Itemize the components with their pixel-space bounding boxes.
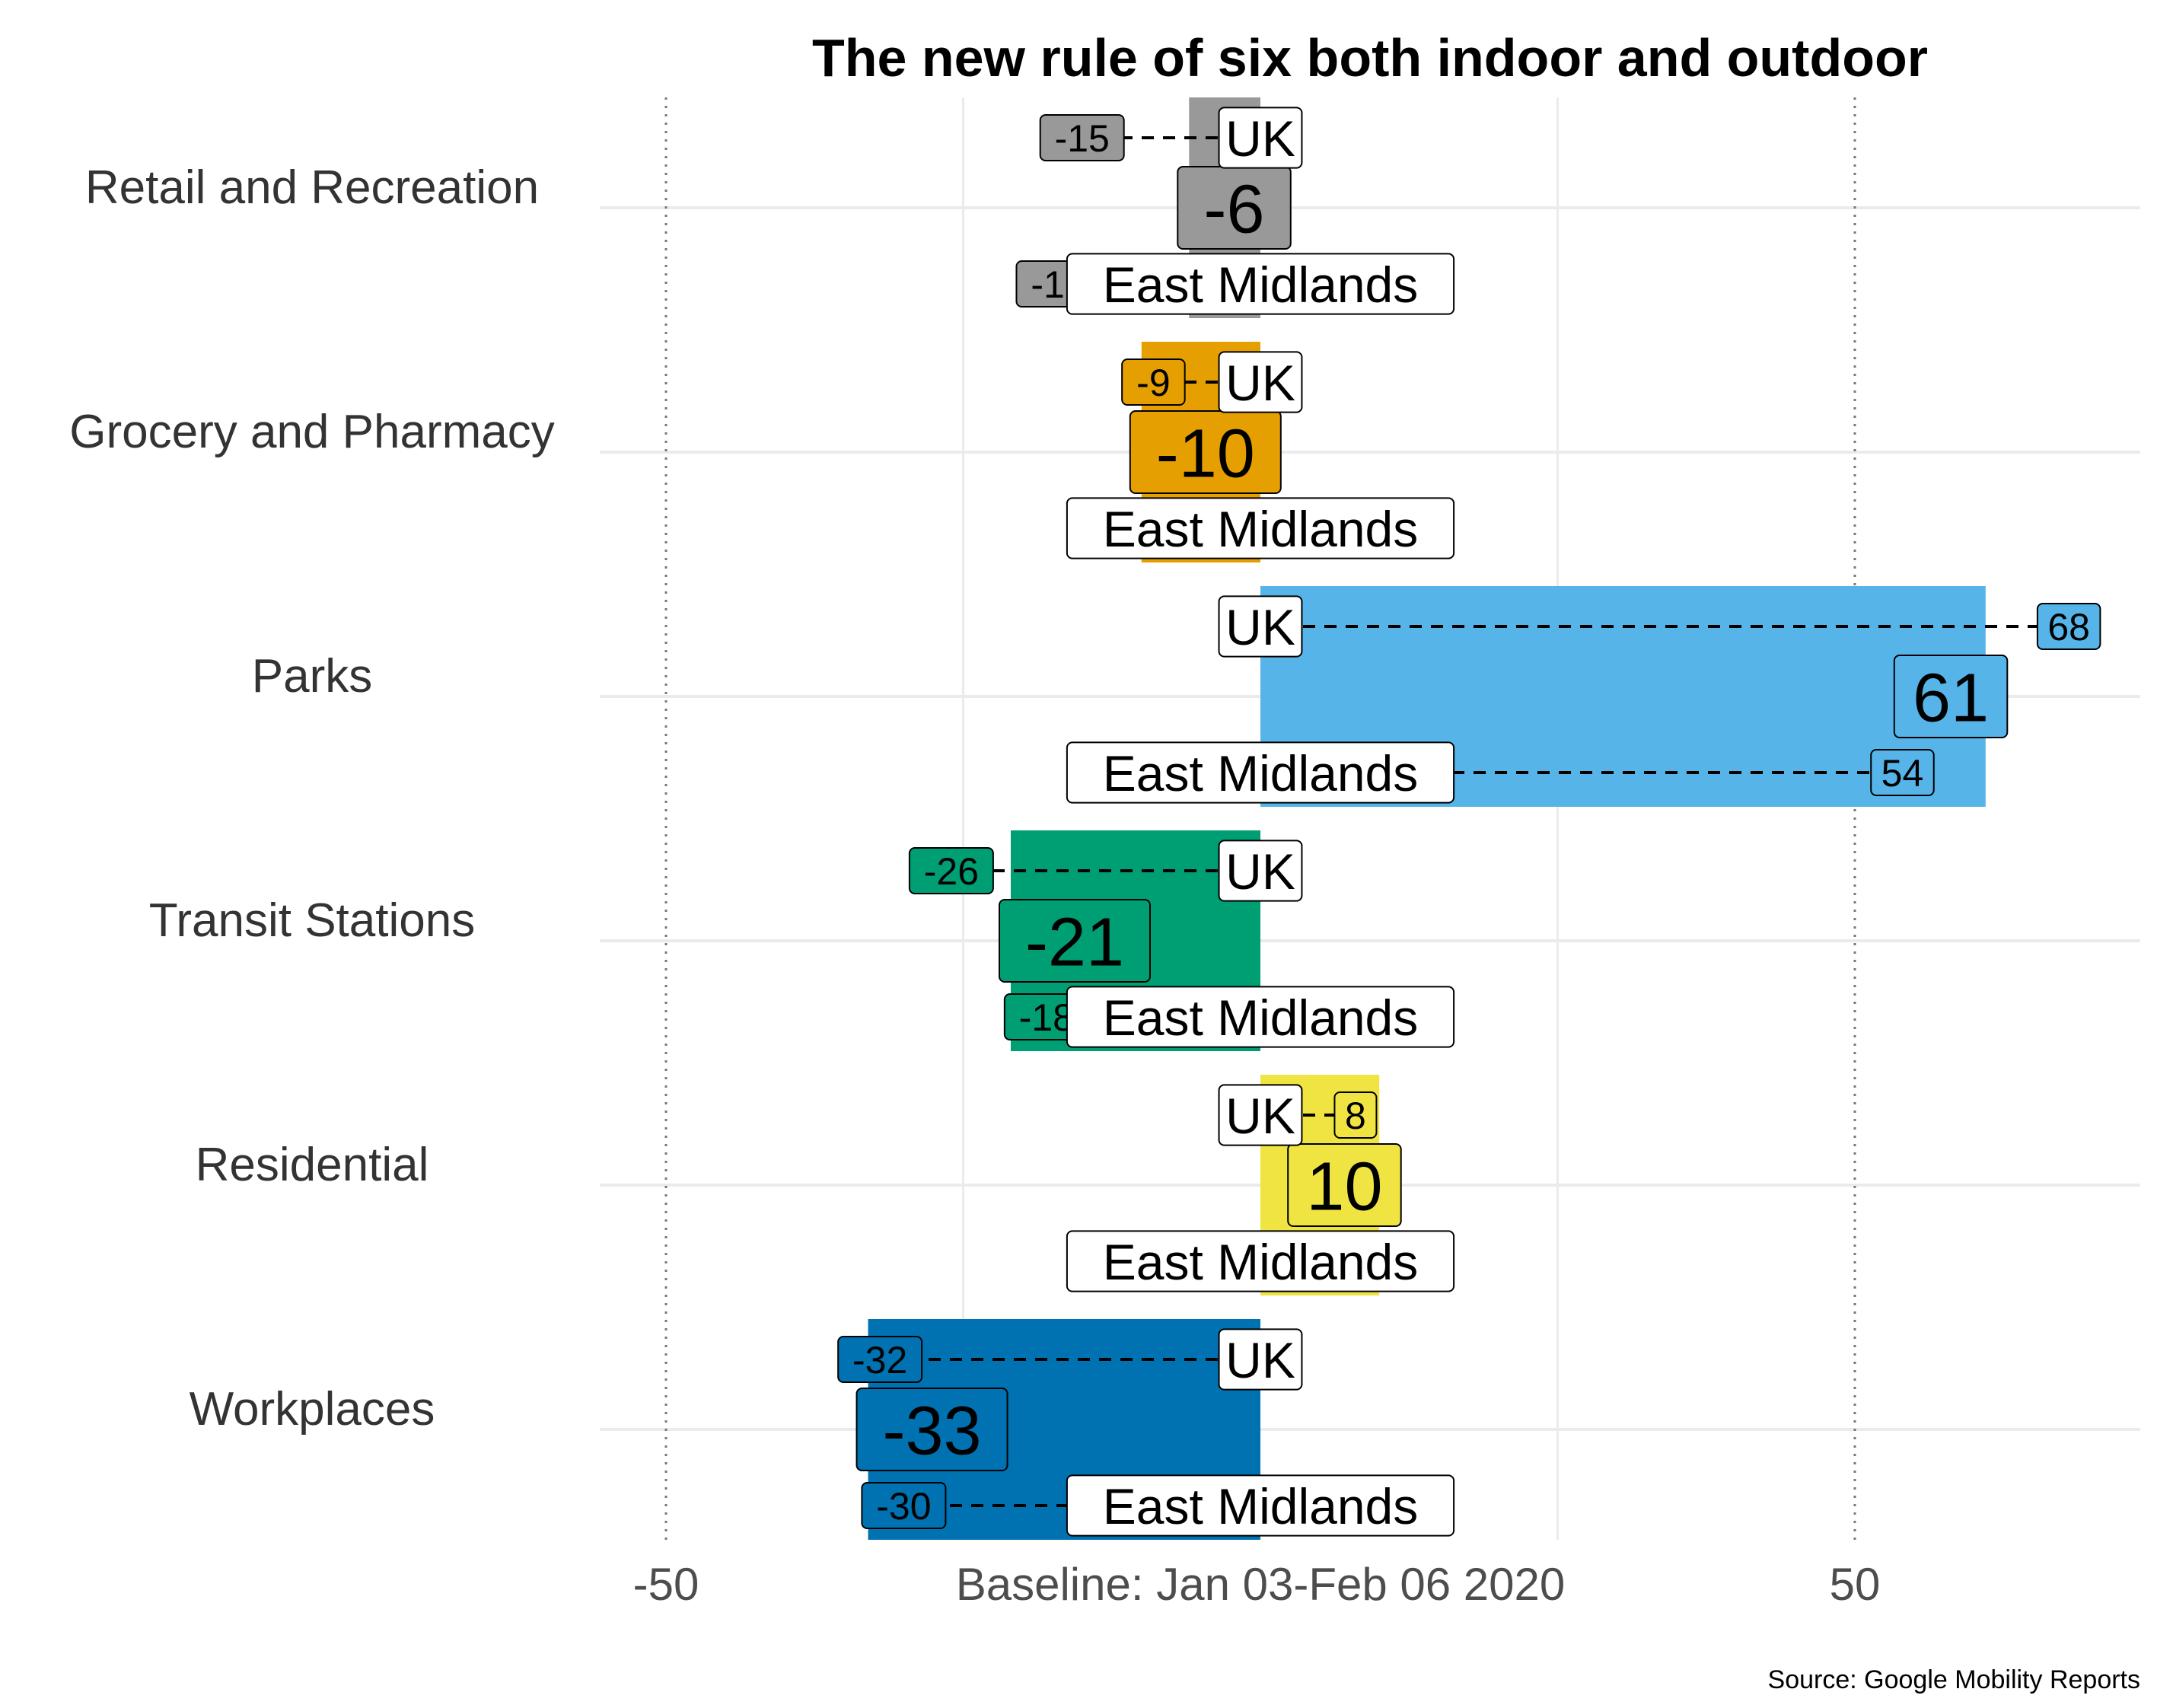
value-label-box: [1129, 410, 1282, 494]
value-label-text: -21: [1025, 904, 1124, 980]
region-name-label: East Midlands: [1066, 986, 1455, 1048]
uk-value-label: -9: [1121, 358, 1186, 406]
uk-value-label-box: [1039, 114, 1125, 161]
category-label: Grocery and Pharmacy: [69, 406, 554, 458]
uk-name-label-text: UK: [1225, 1088, 1295, 1144]
uk-value-label-box: [908, 847, 994, 894]
value-label: -6: [1177, 166, 1292, 250]
uk-name-label-text: UK: [1225, 599, 1295, 655]
uk-name-label: UK: [1218, 351, 1303, 413]
value-label-text: -33: [883, 1393, 982, 1469]
value-label: 10: [1287, 1143, 1402, 1227]
region-name-label: East Midlands: [1066, 741, 1455, 804]
region-name-label: East Midlands: [1066, 1474, 1455, 1537]
uk-value-label-text: -26: [924, 850, 979, 893]
value-label: -33: [855, 1388, 1008, 1471]
category-label: Parks: [252, 650, 372, 703]
value-label-box: [855, 1388, 1008, 1471]
region-name-label-box: [1066, 253, 1455, 315]
value-label-text: 61: [1913, 660, 1989, 736]
uk-value-label-text: 68: [2047, 606, 2090, 648]
region-name-label-text: East Midlands: [1103, 989, 1419, 1046]
value-label-text: 10: [1306, 1149, 1382, 1225]
region-value-label-box: [1870, 749, 1935, 796]
uk-name-label-box: [1218, 1328, 1303, 1391]
region-name-label-text: East Midlands: [1103, 257, 1419, 313]
uk-name-label-text: UK: [1225, 110, 1295, 167]
uk-value-label-text: -9: [1136, 362, 1170, 404]
uk-name-label-box: [1218, 1084, 1303, 1146]
uk-name-label: UK: [1218, 107, 1303, 169]
source-caption: Source: Google Mobility Reports: [1768, 1665, 2140, 1694]
region-value-label-text: -30: [876, 1485, 931, 1528]
uk-name-label-text: UK: [1225, 1332, 1295, 1388]
uk-name-label-box: [1218, 351, 1303, 413]
uk-value-label: 68: [2036, 603, 2101, 650]
uk-value-label-text: -32: [852, 1339, 907, 1381]
value-label-box: [1893, 655, 2009, 738]
region-value-label-box: [861, 1482, 947, 1529]
category-label: Transit Stations: [149, 894, 475, 947]
value-label-box: [998, 899, 1151, 983]
uk-name-label-box: [1218, 107, 1303, 169]
region-name-label-text: East Midlands: [1103, 745, 1419, 801]
region-name-label-box: [1066, 1230, 1455, 1292]
uk-value-label-text: -15: [1055, 117, 1110, 160]
region-name-label-box: [1066, 1474, 1455, 1537]
uk-value-label: 8: [1333, 1091, 1378, 1139]
uk-value-label: -26: [908, 847, 994, 894]
region-name-label-text: East Midlands: [1103, 1234, 1419, 1290]
uk-value-label-box: [1121, 358, 1186, 406]
region-name-label-box: [1066, 986, 1455, 1048]
uk-name-label: UK: [1218, 1084, 1303, 1146]
uk-name-label-text: UK: [1225, 843, 1295, 900]
region-name-label-text: East Midlands: [1103, 1478, 1419, 1534]
region-name-label: East Midlands: [1066, 1230, 1455, 1292]
uk-name-label: UK: [1218, 595, 1303, 658]
value-label-text: -6: [1204, 171, 1265, 247]
value-label: -21: [998, 899, 1151, 983]
uk-value-label: -15: [1039, 114, 1125, 161]
uk-name-label-box: [1218, 840, 1303, 902]
region-value-label: -30: [861, 1482, 947, 1529]
x-tick-label: 50: [1830, 1559, 1881, 1610]
x-axis-baseline-label: Baseline: Jan 03-Feb 06 2020: [956, 1559, 1566, 1610]
chart-title: The new rule of six both indoor and outd…: [812, 28, 1928, 88]
uk-value-label-box: [837, 1336, 923, 1383]
category-label: Retail and Recreation: [85, 161, 539, 214]
region-name-label: East Midlands: [1066, 497, 1455, 559]
region-value-label-text: -18: [1019, 996, 1074, 1039]
category-label: Residential: [196, 1139, 429, 1191]
region-value-label: 54: [1870, 749, 1935, 796]
value-label: -10: [1129, 410, 1282, 494]
uk-name-label-text: UK: [1225, 355, 1295, 411]
category-label: Workplaces: [190, 1383, 435, 1436]
uk-name-label: UK: [1218, 840, 1303, 902]
value-label-box: [1287, 1143, 1402, 1227]
value-label-text: -10: [1156, 416, 1255, 492]
region-name-label-text: East Midlands: [1103, 501, 1419, 557]
uk-name-label-box: [1218, 595, 1303, 658]
uk-value-label-box: [2036, 603, 2101, 650]
uk-value-label: -32: [837, 1336, 923, 1383]
uk-value-label-text: 8: [1345, 1095, 1366, 1137]
region-name-label-box: [1066, 497, 1455, 559]
x-tick-label: -50: [633, 1559, 699, 1610]
uk-name-label: UK: [1218, 1328, 1303, 1391]
value-label: 61: [1893, 655, 2009, 738]
uk-value-label-box: [1333, 1091, 1378, 1139]
region-name-label-box: [1066, 741, 1455, 804]
region-name-label: East Midlands: [1066, 253, 1455, 315]
region-value-label-text: 54: [1881, 752, 1924, 795]
